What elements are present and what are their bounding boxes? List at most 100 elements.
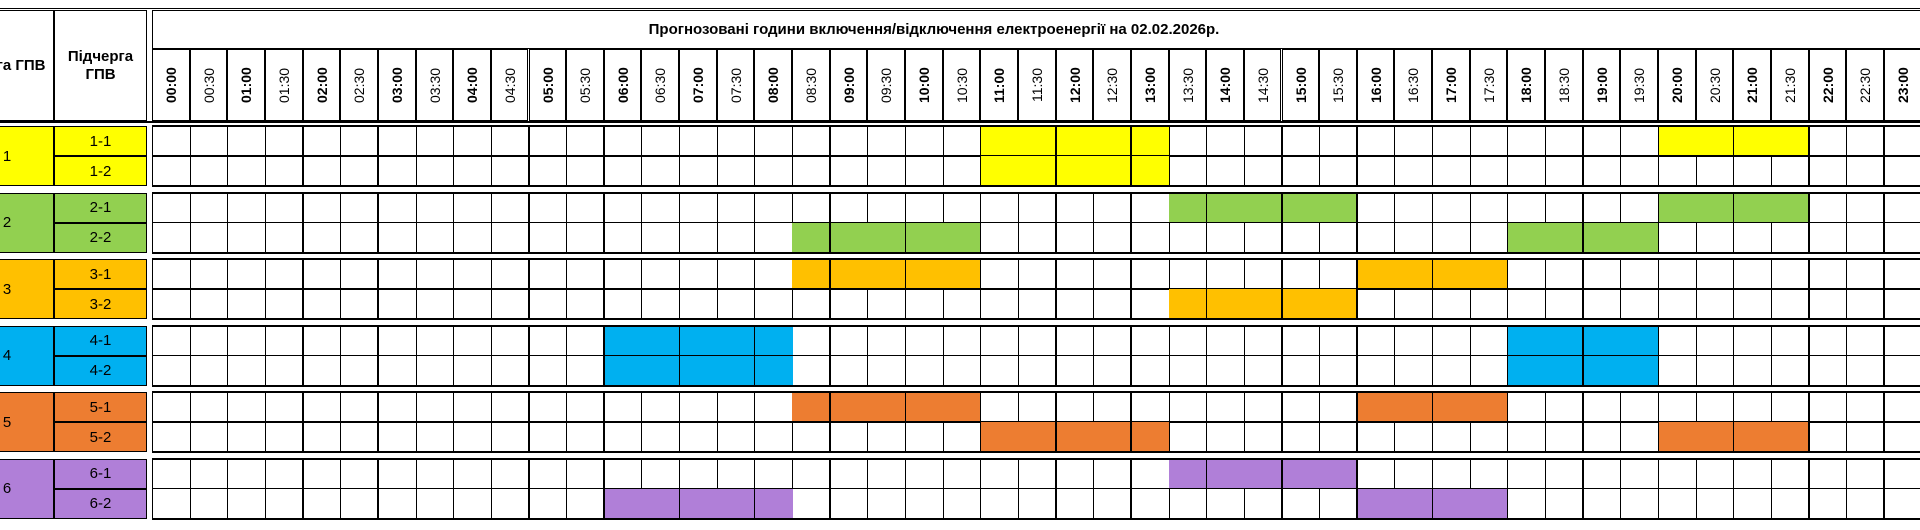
hour-line [1205,156,1208,186]
half-line [1846,488,1848,519]
outage-cell [641,355,680,386]
hour-line [1356,458,1358,489]
half-line [189,259,191,289]
hour-line [302,192,304,223]
half-line [1017,488,1019,519]
hour-line [829,422,831,452]
hour-line [1055,458,1057,489]
hour-line [452,289,455,319]
hour-line [1205,422,1208,452]
hour-line [1431,126,1434,156]
hour-line [1506,325,1509,356]
outage-cell [603,325,642,356]
hour-line [452,192,455,223]
time-cell [1243,49,1282,121]
outage-cell [1206,458,1245,489]
outage-cell [1770,126,1810,156]
time-label: 14:30 [1254,67,1271,103]
half-line [1394,458,1396,489]
time-label: 22:00 [1819,67,1836,103]
time-cell [1808,49,1847,121]
half-line [340,222,342,253]
hour-line [1506,259,1509,289]
half-line [1243,422,1245,452]
hour-line [1130,156,1132,186]
hour-line [1506,156,1509,186]
half-line [1093,458,1095,489]
time-label: 05:00 [539,67,556,103]
half-line [1469,289,1471,319]
hour-line [678,325,681,356]
outage-cell [829,259,868,289]
hour-line [377,458,379,489]
hour-line [452,156,455,186]
time-cell [1582,49,1621,121]
half-line [1394,126,1396,156]
half-line [566,192,568,223]
hour-line [1356,488,1358,519]
hour-line [528,422,530,452]
hour-line [1281,325,1283,356]
hour-line [1130,488,1132,519]
hour-line [528,289,530,319]
time-label: 03:00 [388,67,405,103]
outage-cell [1469,259,1508,289]
outage-cell [1469,392,1508,422]
half-line [1846,355,1848,386]
half-line [189,222,191,253]
half-line [415,156,417,186]
hour-line [1506,458,1509,489]
hour-line [1281,488,1283,519]
hour-line [1657,458,1659,489]
hour-line [1883,222,1885,253]
time-cell [1469,49,1508,121]
hour-line [1657,422,1659,452]
half-line [867,355,869,386]
half-line [1093,392,1095,422]
outage-cell [1582,222,1621,253]
hour-line [1055,289,1057,319]
outage-cell [641,488,680,519]
half-line [415,192,417,223]
time-label: 16:30 [1405,67,1422,103]
half-line [1469,355,1471,386]
hour-line [1657,392,1659,422]
hour-line [829,458,831,489]
half-line [942,156,944,186]
hour-line [1506,355,1509,386]
hour-line [1582,222,1584,253]
queue-cell: 2 [0,192,54,253]
hour-line [226,156,229,186]
hour-line [1431,259,1434,289]
hour-line [753,488,756,519]
outage-cell [603,355,642,386]
half-line [1243,392,1245,422]
half-line [792,488,794,519]
outage-cell [1168,458,1207,489]
half-line [942,289,944,319]
hour-line [1431,222,1434,253]
time-cell [1695,49,1734,121]
outage-cell [1507,222,1546,253]
half-line [490,126,492,156]
half-line [1093,289,1095,319]
hour-line [1281,192,1283,223]
time-cell [716,49,755,121]
half-line [867,126,869,156]
group-bottom [152,384,1920,387]
half-line [1394,289,1396,319]
half-line [942,325,944,356]
hour-line [904,488,906,519]
outage-cell [1319,289,1358,319]
hour-line [1431,422,1434,452]
half-line [189,422,191,452]
title: Прогнозовані години включення/відключенн… [648,20,1220,38]
hour-line [452,325,455,356]
hour-line [1582,156,1584,186]
hour-line [603,259,605,289]
hour-line [1281,222,1283,253]
time-label: 18:00 [1518,67,1535,103]
hour-line [1281,422,1283,452]
half-line [1017,458,1019,489]
